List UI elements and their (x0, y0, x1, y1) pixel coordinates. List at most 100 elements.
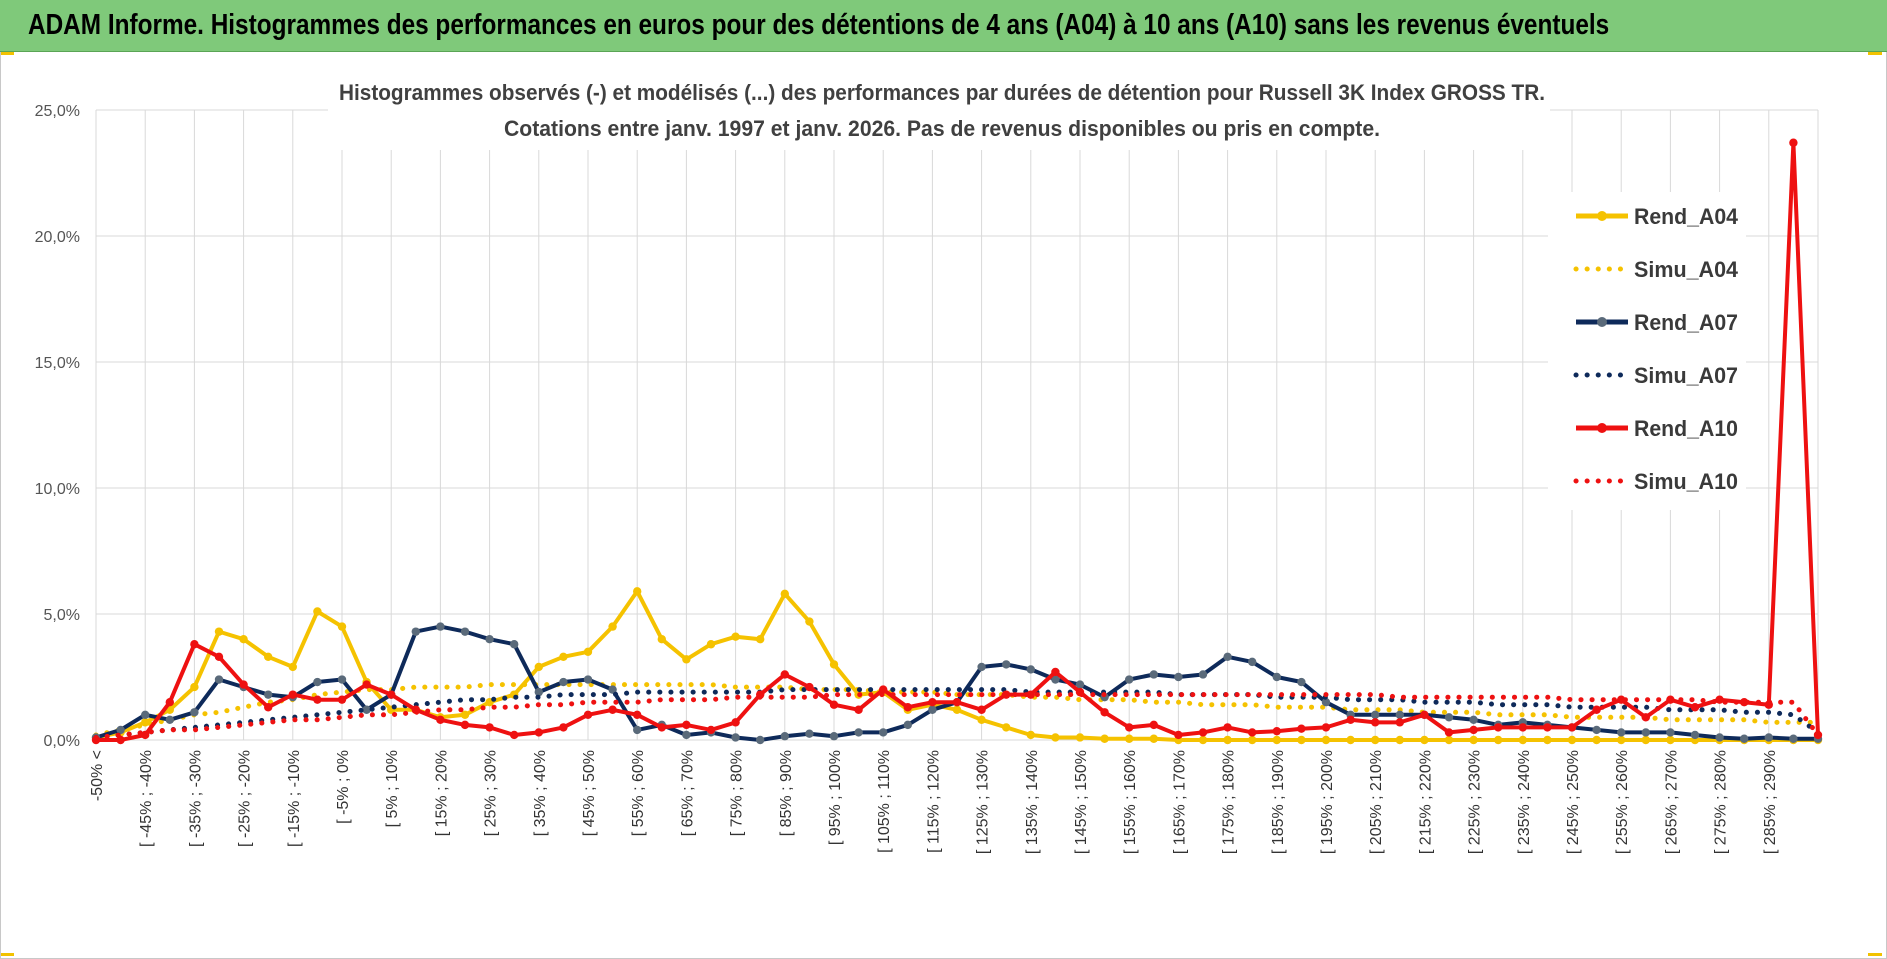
x-tick-label: [ 85% ; 90% (778, 750, 795, 836)
x-tick-label: [ -5% ; 0% (335, 750, 352, 824)
data-point-Rend_A10 (1690, 703, 1700, 712)
legend-label-Rend_A07: Rend_A07 (1634, 310, 1738, 335)
data-point-Rend_A07 (1272, 672, 1282, 682)
data-point-Rend_A04 (977, 715, 986, 725)
data-point-Rend_A04 (337, 622, 347, 631)
data-point-Rend_A07 (1223, 652, 1232, 662)
data-point-Rend_A10 (165, 698, 174, 707)
data-point-Rend_A10 (657, 723, 666, 732)
data-point-Rend_A10 (387, 690, 396, 699)
data-point-Rend_A04 (1641, 735, 1651, 745)
x-tick-label: [ 285% ; 290% (1762, 750, 1779, 854)
data-point-Rend_A07 (1198, 670, 1208, 679)
data-point-Rend_A04 (1371, 735, 1380, 745)
x-tick-label: [ 115% ; 120% (925, 750, 942, 853)
x-tick-label: [ 205% ; 210% (1368, 750, 1385, 854)
data-point-Rend_A07 (337, 675, 347, 684)
data-point-Rend_A07 (1666, 728, 1675, 737)
corner-mark-bottom-right (1868, 953, 1882, 956)
data-point-Rend_A07 (1469, 715, 1478, 725)
data-point-Rend_A10 (633, 710, 642, 719)
data-point-Rend_A04 (1321, 735, 1331, 745)
data-point-Rend_A07 (313, 677, 322, 687)
data-point-Rend_A07 (903, 720, 912, 730)
data-point-Rend_A10 (928, 698, 937, 707)
data-point-Rend_A04 (559, 652, 568, 662)
x-tick-label: [ 75% ; 80% (729, 750, 746, 836)
data-point-Rend_A04 (1592, 735, 1601, 745)
corner-mark-top-right (1868, 52, 1882, 55)
data-point-Rend_A07 (1592, 725, 1601, 735)
data-point-Rend_A07 (879, 728, 888, 737)
x-tick-label: [ 45% ; 50% (581, 750, 598, 836)
data-point-Rend_A04 (460, 710, 470, 719)
data-point-Rend_A10 (952, 698, 962, 707)
data-point-Rend_A07 (805, 729, 814, 738)
x-tick-label: [ 145% ; 150% (1073, 750, 1090, 854)
data-point-Rend_A07 (1740, 734, 1749, 743)
x-tick-label: [ 175% ; 180% (1221, 750, 1238, 854)
data-point-Rend_A10 (1494, 723, 1503, 732)
legend-label-Simu_A07: Simu_A07 (1634, 363, 1738, 388)
data-point-Rend_A04 (608, 622, 617, 631)
data-point-Rend_A07 (1395, 710, 1405, 719)
data-point-Rend_A10 (436, 715, 445, 725)
data-point-Rend_A04 (1395, 735, 1405, 745)
data-point-Rend_A07 (1248, 657, 1257, 667)
data-point-Rend_A07 (583, 675, 593, 684)
data-point-Rend_A10 (1469, 725, 1478, 735)
x-tick-label: [ 275% ; 280% (1713, 750, 1730, 854)
data-point-Rend_A10 (1420, 710, 1429, 719)
chart-title-line: Cotations entre janv. 1997 et janv. 2026… (504, 116, 1380, 141)
x-tick-label: [ 35% ; 40% (532, 750, 549, 836)
data-point-Rend_A04 (264, 652, 273, 662)
x-tick-label: [ 95% ; 100% (827, 750, 844, 845)
data-point-Rend_A07 (1764, 733, 1774, 742)
data-point-Rend_A10 (829, 700, 839, 709)
data-point-Rend_A07 (460, 627, 470, 636)
data-point-Rend_A04 (239, 635, 248, 644)
data-point-Rend_A07 (141, 710, 150, 719)
data-point-Rend_A10 (1371, 718, 1380, 727)
data-point-Rend_A04 (190, 682, 199, 692)
data-point-Rend_A10 (1125, 723, 1134, 732)
x-tick-label: [ -15% ; -10% (286, 750, 303, 847)
data-point-Rend_A10 (239, 680, 248, 689)
y-tick-label: 10,0% (35, 481, 80, 498)
x-tick-label: -50% < (89, 750, 106, 801)
data-point-Rend_A10 (313, 695, 322, 704)
x-tick-label: [ 25% ; 30% (483, 750, 500, 836)
data-point-Rend_A10 (903, 703, 912, 712)
data-point-Rend_A10 (288, 690, 297, 699)
data-point-Rend_A07 (780, 732, 789, 741)
data-point-Rend_A04 (1075, 733, 1085, 742)
data-point-Rend_A07 (214, 675, 224, 684)
data-point-Rend_A07 (854, 728, 863, 737)
data-point-Rend_A04 (1272, 735, 1282, 745)
data-point-Rend_A10 (1518, 723, 1528, 732)
data-point-Rend_A04 (657, 635, 666, 644)
data-point-Rend_A04 (1666, 735, 1675, 745)
legend-marker-Rend_A07 (1597, 317, 1607, 327)
x-tick-label: [ -25% ; -20% (237, 750, 254, 847)
data-point-Rend_A04 (1002, 723, 1011, 732)
data-point-Rend_A10 (1272, 726, 1282, 736)
data-point-Rend_A10 (1813, 730, 1823, 740)
data-point-Rend_A10 (706, 725, 716, 735)
data-point-Rend_A07 (1789, 734, 1798, 743)
data-point-Rend_A07 (756, 735, 765, 745)
legend-label-Rend_A10: Rend_A10 (1634, 416, 1738, 441)
data-point-Rend_A10 (190, 640, 199, 649)
data-point-Rend_A04 (1469, 735, 1478, 745)
data-point-Rend_A10 (1297, 724, 1306, 733)
data-point-Rend_A10 (141, 730, 150, 740)
data-point-Rend_A10 (1641, 713, 1651, 722)
x-tick-label: [ 135% ; 140% (1024, 750, 1041, 854)
data-point-Rend_A07 (1715, 733, 1724, 742)
data-point-Rend_A10 (116, 735, 125, 745)
data-point-Rend_A10 (608, 705, 617, 714)
data-point-Rend_A04 (313, 607, 322, 616)
data-point-Rend_A10 (1100, 708, 1109, 717)
x-tick-label: [ 215% ; 220% (1417, 750, 1434, 854)
data-point-Rend_A10 (1198, 728, 1208, 737)
